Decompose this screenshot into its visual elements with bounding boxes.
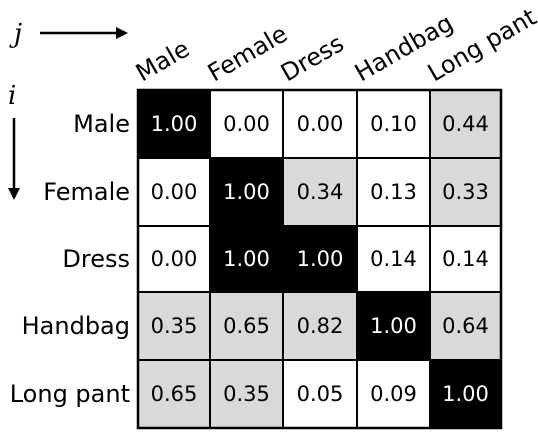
- matrix-cell-value: 1.00: [297, 247, 344, 271]
- matrix-cell-fill: [209, 225, 284, 293]
- matrix-cell-value: 0.65: [223, 314, 270, 338]
- row-label-female: Female: [43, 178, 130, 206]
- matrix-cell-value: 0.33: [442, 180, 489, 204]
- matrix-cell-value: 0.00: [223, 112, 270, 136]
- row-axis-arrow: [8, 118, 20, 200]
- matrix-cell: 0.65: [137, 359, 211, 429]
- row-axis-letter: i: [8, 81, 16, 111]
- matrix-cell-value: 0.44: [442, 112, 489, 136]
- matrix-cell-value: 0.64: [442, 314, 489, 338]
- row-label-dress: Dress: [62, 245, 130, 273]
- matrix-cell-fill: [137, 157, 211, 227]
- matrix-cell-fill: [356, 291, 431, 361]
- matrix-cell-value: 0.65: [151, 382, 198, 406]
- matrix-cell: 0.00: [137, 225, 211, 293]
- matrix-cell: 0.44: [429, 89, 502, 159]
- matrix-cell: 0.10: [356, 89, 431, 159]
- matrix-cell-value: 1.00: [442, 382, 489, 406]
- matrix-cell-fill: [137, 89, 211, 159]
- matrix-cell-fill: [209, 157, 284, 227]
- matrix-cell: 0.00: [209, 89, 284, 159]
- column-label-male: Male: [131, 35, 194, 88]
- matrix-cell: 0.33: [429, 157, 502, 227]
- matrix-cell-value: 0.00: [297, 112, 344, 136]
- matrix-cell-value: 0.05: [297, 382, 344, 406]
- matrix-cell: 0.14: [429, 225, 502, 293]
- matrix-cell-value: 0.00: [151, 247, 198, 271]
- matrix-cell-value: 0.00: [151, 180, 198, 204]
- matrix-cell-fill: [356, 157, 431, 227]
- row-label-male: Male: [73, 110, 130, 138]
- matrix-cell: 0.35: [209, 359, 284, 429]
- row-labels: Male Female Dress Handbag Long pant: [10, 110, 130, 408]
- matrix-cell-fill: [356, 225, 431, 293]
- matrix-cell-fill: [429, 89, 502, 159]
- matrix-cell-value: 0.35: [223, 382, 270, 406]
- matrix-cell: 0.64: [429, 291, 502, 361]
- row-label-long-pant: Long pant: [10, 380, 130, 408]
- column-axis-arrow: [40, 27, 128, 39]
- matrix-cell-value: 0.82: [297, 314, 344, 338]
- matrix-cell-fill: [282, 225, 358, 293]
- matrix-cell-value: 0.10: [370, 112, 417, 136]
- matrix-cell: 1.00: [282, 225, 358, 293]
- matrix-cell: 0.00: [282, 89, 358, 159]
- column-label-female: Female: [203, 20, 292, 88]
- matrix-cell: 1.00: [209, 157, 284, 227]
- matrix-cell-fill: [209, 359, 284, 429]
- matrix-cell-fill: [209, 89, 284, 159]
- matrix-cell: 0.82: [282, 291, 358, 361]
- matrix-cell-fill: [137, 359, 211, 429]
- matrix-cell: 0.05: [282, 359, 358, 429]
- matrix-cell: 1.00: [137, 89, 211, 159]
- matrix-cell-fill: [429, 291, 502, 361]
- matrix-cell-value: 1.00: [370, 314, 417, 338]
- matrix-cell-value: 1.00: [223, 247, 270, 271]
- matrix-cell: 1.00: [209, 225, 284, 293]
- matrix-border: [136, 88, 503, 430]
- matrix-cell-value: 1.00: [151, 112, 198, 136]
- matrix-cell-fill: [356, 359, 431, 429]
- matrix-cell-value: 0.13: [370, 180, 417, 204]
- matrix-cell: 0.14: [356, 225, 431, 293]
- matrix-cell-value: 1.00: [223, 180, 270, 204]
- matrix-cell: 0.65: [209, 291, 284, 361]
- matrix-cell: 1.00: [356, 291, 431, 361]
- matrix-cell: 0.13: [356, 157, 431, 227]
- matrix-cell: 0.09: [356, 359, 431, 429]
- row-label-handbag: Handbag: [22, 312, 130, 340]
- column-axis-letter: j: [9, 19, 22, 49]
- matrix-cell-fill: [282, 359, 358, 429]
- matrix-cell-fill: [356, 89, 431, 159]
- matrix-cell: 0.00: [137, 157, 211, 227]
- matrix-cell-value: 0.14: [370, 247, 417, 271]
- matrix-cell-fill: [429, 225, 502, 293]
- matrix-cells: 1.00 0.00 0.00 0.10 0.44 0.00 1.00 0.34 0.13 0.33…: [136, 88, 503, 430]
- matrix-cell-value: 0.34: [297, 180, 344, 204]
- matrix-cell-fill: [209, 291, 284, 361]
- matrix-cell: 1.00: [429, 359, 502, 429]
- matrix-cell-value: 0.35: [151, 314, 198, 338]
- matrix-cell: 0.35: [137, 291, 211, 361]
- matrix-cell-value: 0.14: [442, 247, 489, 271]
- matrix-cell: 0.34: [282, 157, 358, 227]
- matrix-cell-value: 0.09: [370, 382, 417, 406]
